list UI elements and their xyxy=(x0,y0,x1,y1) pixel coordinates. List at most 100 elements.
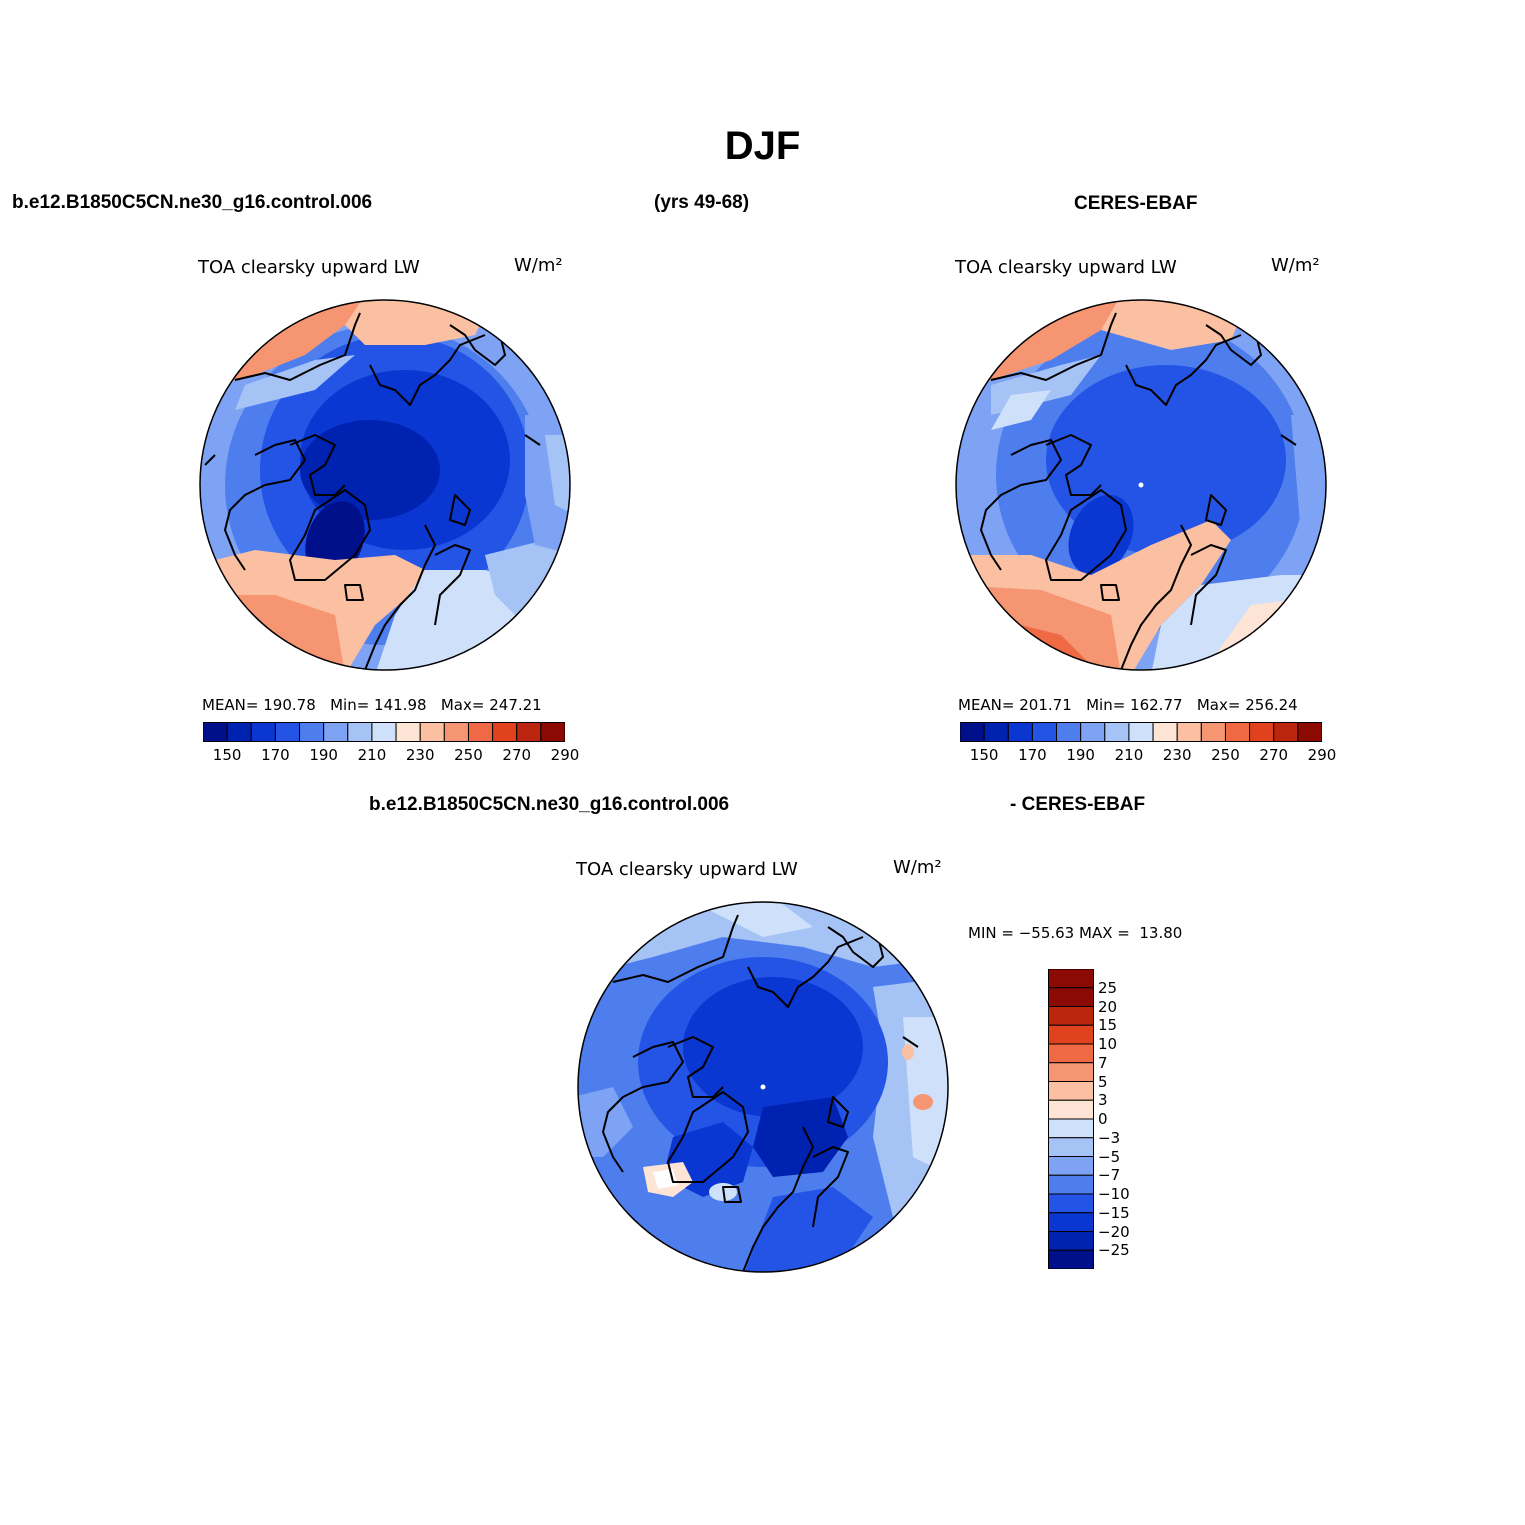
colorbar-tick-label: 190 xyxy=(1066,746,1095,764)
diff-units-label: W/m² xyxy=(893,857,942,878)
colorbar-swatch xyxy=(1048,1231,1094,1251)
obs-stats: MEAN= 201.71 Min= 162.77 Max= 256.24 xyxy=(958,696,1298,714)
colorbar-swatch xyxy=(960,722,985,742)
colorbar-swatch xyxy=(1297,722,1322,742)
colorbar-swatch xyxy=(467,722,494,742)
colorbar-swatch xyxy=(492,722,518,742)
colorbar-swatch xyxy=(1048,1174,1094,1195)
colorbar-swatch xyxy=(516,722,542,742)
colorbar-swatch xyxy=(1224,722,1251,742)
colorbar-swatch xyxy=(1048,1212,1094,1232)
colorbar-tick-label: 290 xyxy=(550,746,580,764)
colorbar-swatch xyxy=(1048,1043,1094,1064)
diff-polar-map xyxy=(577,901,949,1273)
colorbar-tick-label: 270 xyxy=(1259,746,1289,764)
colorbar-swatch xyxy=(1048,1249,1094,1269)
colorbar-tick-label: 170 xyxy=(261,746,290,764)
model-polar-map xyxy=(199,299,571,671)
model-colorbar xyxy=(203,722,565,742)
colorbar-tick-label: 15 xyxy=(1098,1016,1118,1035)
figure-title: DJF xyxy=(724,124,801,168)
colorbar-swatch xyxy=(347,722,373,742)
colorbar-tick-label: 0 xyxy=(1098,1110,1108,1128)
colorbar-swatch xyxy=(1200,722,1226,742)
colorbar-tick-label: 170 xyxy=(1018,746,1047,764)
colorbar-swatch xyxy=(1104,722,1130,742)
colorbar-tick-label: −10 xyxy=(1098,1185,1130,1203)
obs-case-label: CERES-EBAF xyxy=(1074,193,1198,214)
diff-colorbar xyxy=(1048,969,1094,1269)
colorbar-tick-label: −3 xyxy=(1098,1128,1121,1147)
colorbar-swatch xyxy=(226,722,252,742)
colorbar-tick-label: 150 xyxy=(212,746,242,764)
diff-stats: MIN = −55.63 MAX = 13.80 xyxy=(968,924,1183,942)
colorbar-swatch xyxy=(1048,1081,1094,1101)
colorbar-tick-label: 10 xyxy=(1098,1035,1118,1053)
colorbar-tick-label: 290 xyxy=(1307,746,1337,764)
colorbar-swatch xyxy=(1056,722,1082,742)
colorbar-swatch xyxy=(299,722,325,742)
colorbar-tick-label: 210 xyxy=(1114,746,1144,764)
colorbar-swatch xyxy=(274,722,301,742)
model-stats: MEAN= 190.78 Min= 141.98 Max= 247.21 xyxy=(202,696,542,714)
colorbar-tick-label: 270 xyxy=(502,746,532,764)
obs-colorbar xyxy=(960,722,1322,742)
colorbar-swatch xyxy=(540,722,565,742)
colorbar-tick-label: 210 xyxy=(357,746,387,764)
colorbar-swatch xyxy=(443,722,469,742)
colorbar-tick-label: 190 xyxy=(309,746,338,764)
colorbar-tick-label: 5 xyxy=(1098,1072,1108,1091)
colorbar-tick-label: 230 xyxy=(405,746,435,764)
colorbar-swatch xyxy=(1048,1118,1094,1139)
colorbar-swatch xyxy=(1048,1006,1094,1026)
model-colorbar-labels: 150 170 190 210 230 250 270 290 xyxy=(203,746,580,766)
model-variable-label: TOA clearsky upward LW xyxy=(198,257,420,278)
colorbar-tick-label: 3 xyxy=(1098,1091,1108,1110)
diff-variable-label: TOA clearsky upward LW xyxy=(576,859,798,880)
colorbar-swatch xyxy=(1048,987,1094,1007)
colorbar-swatch xyxy=(1007,722,1033,742)
colorbar-swatch xyxy=(1249,722,1275,742)
colorbar-swatch xyxy=(983,722,1009,742)
colorbar-swatch xyxy=(371,722,397,742)
model-units-label: W/m² xyxy=(514,255,563,276)
colorbar-tick-label: −5 xyxy=(1098,1147,1121,1166)
colorbar-swatch xyxy=(419,722,445,742)
colorbar-swatch xyxy=(1048,969,1094,989)
colorbar-tick-label: 150 xyxy=(969,746,999,764)
years-label: (yrs 49-68) xyxy=(654,192,750,213)
colorbar-swatch xyxy=(1048,1062,1094,1082)
colorbar-swatch xyxy=(1048,1156,1094,1176)
obs-variable-label: TOA clearsky upward LW xyxy=(955,257,1177,278)
obs-colorbar-labels: 150 170 190 210 230 250 270 290 xyxy=(960,746,1337,766)
colorbar-tick-label: 25 xyxy=(1098,978,1118,997)
colorbar-tick-label: 230 xyxy=(1162,746,1192,764)
colorbar-swatch xyxy=(1128,722,1154,742)
colorbar-tick-label: 20 xyxy=(1098,997,1118,1016)
colorbar-swatch xyxy=(323,722,349,742)
colorbar-swatch xyxy=(1152,722,1178,742)
diff-case-b-label: - CERES-EBAF xyxy=(1010,794,1146,815)
model-case-label: b.e12.B1850C5CN.ne30_g16.control.006 xyxy=(12,192,373,213)
colorbar-swatch xyxy=(1048,1024,1094,1045)
colorbar-swatch xyxy=(1048,1137,1094,1157)
colorbar-swatch xyxy=(1273,722,1299,742)
colorbar-swatch xyxy=(203,722,228,742)
diff-colorbar-labels: 25 20 15 10 7 5 3 0 −3 −5 −7 −10 −15 −20 −25 xyxy=(1098,969,1158,1269)
colorbar-tick-label: −20 xyxy=(1098,1222,1130,1241)
colorbar-tick-label: 7 xyxy=(1098,1053,1108,1072)
colorbar-swatch xyxy=(1080,722,1106,742)
colorbar-tick-label: 250 xyxy=(1211,746,1240,764)
obs-polar-map xyxy=(955,299,1327,671)
obs-units-label: W/m² xyxy=(1271,255,1320,276)
colorbar-tick-label: −25 xyxy=(1098,1241,1130,1260)
colorbar-swatch xyxy=(1031,722,1058,742)
colorbar-swatch xyxy=(1176,722,1202,742)
colorbar-tick-label: −15 xyxy=(1098,1203,1130,1222)
colorbar-swatch xyxy=(395,722,421,742)
colorbar-tick-label: −7 xyxy=(1098,1166,1121,1185)
diff-case-a-label: b.e12.B1850C5CN.ne30_g16.control.006 xyxy=(369,794,730,815)
colorbar-swatch xyxy=(1048,1099,1094,1120)
colorbar-tick-label: 250 xyxy=(454,746,483,764)
colorbar-swatch xyxy=(250,722,276,742)
